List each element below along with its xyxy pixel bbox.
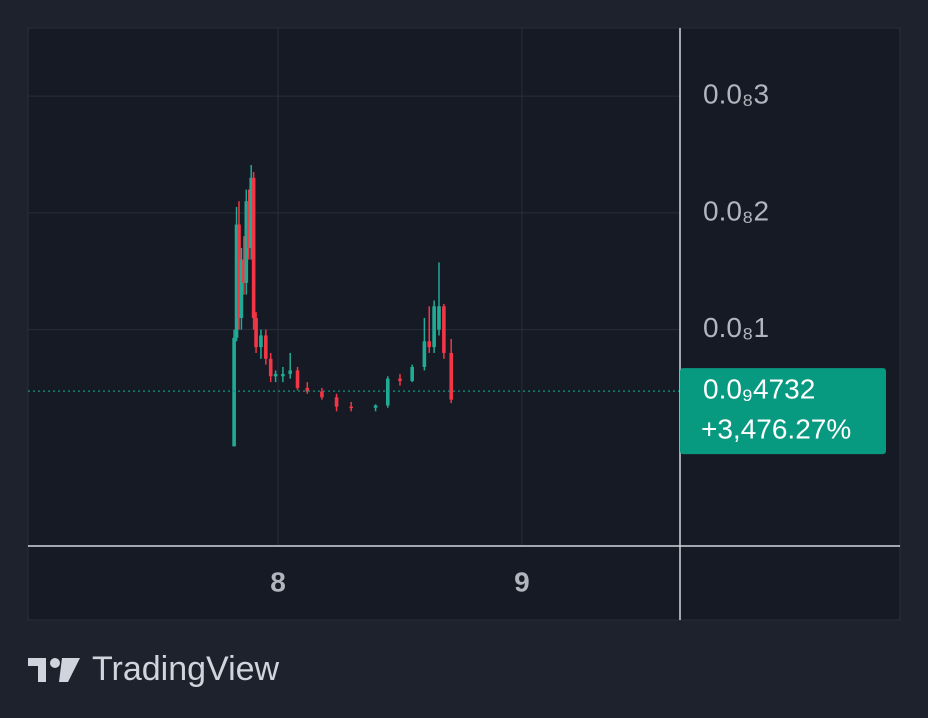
candle-body	[251, 177, 256, 318]
price-label-box	[680, 368, 886, 455]
candle-body	[349, 406, 353, 409]
price-label: 0.0₉4732	[703, 373, 815, 404]
candle-body	[239, 259, 244, 318]
y-tick-label: 0.0₈3	[703, 79, 769, 110]
logo-mark	[59, 658, 80, 682]
candle-body	[242, 259, 246, 283]
change-label: +3,476.27%	[701, 413, 851, 444]
logo-mark	[28, 658, 46, 682]
candle-body	[320, 391, 324, 398]
candle-body	[422, 341, 427, 367]
candle-body	[442, 306, 446, 353]
candle-body	[281, 373, 285, 377]
candle-body	[244, 201, 249, 283]
candle-body	[288, 370, 293, 374]
candle-body	[305, 387, 310, 392]
candle-body	[232, 337, 236, 447]
chart-panel	[27, 27, 901, 621]
candle-body	[234, 224, 239, 338]
y-tick-label: 0.0₈1	[703, 312, 769, 343]
candle-body	[373, 405, 378, 408]
brand-name: TradingView	[92, 650, 280, 688]
candle-body	[246, 201, 251, 248]
candle-body	[264, 335, 268, 359]
candle-body	[268, 358, 273, 377]
x-tick-label: 9	[514, 566, 530, 597]
candle-body	[273, 373, 278, 377]
candle-body	[249, 177, 253, 248]
candle-body	[385, 378, 390, 406]
candle-body	[410, 366, 414, 381]
plot	[28, 28, 680, 546]
y-tick-label: 0.0₈2	[703, 195, 769, 226]
candle-body	[432, 306, 436, 348]
candle-body	[237, 224, 241, 318]
candle-body	[254, 317, 258, 348]
candle-body	[334, 397, 339, 407]
logo-mark	[50, 658, 60, 668]
logo	[28, 658, 80, 682]
candle-body	[427, 341, 432, 348]
x-tick-label: 8	[270, 566, 286, 597]
candle-body	[449, 352, 454, 400]
candle-body	[295, 370, 300, 388]
candle-body	[437, 306, 441, 330]
candle-body	[259, 335, 263, 348]
candle-body	[398, 378, 402, 381]
